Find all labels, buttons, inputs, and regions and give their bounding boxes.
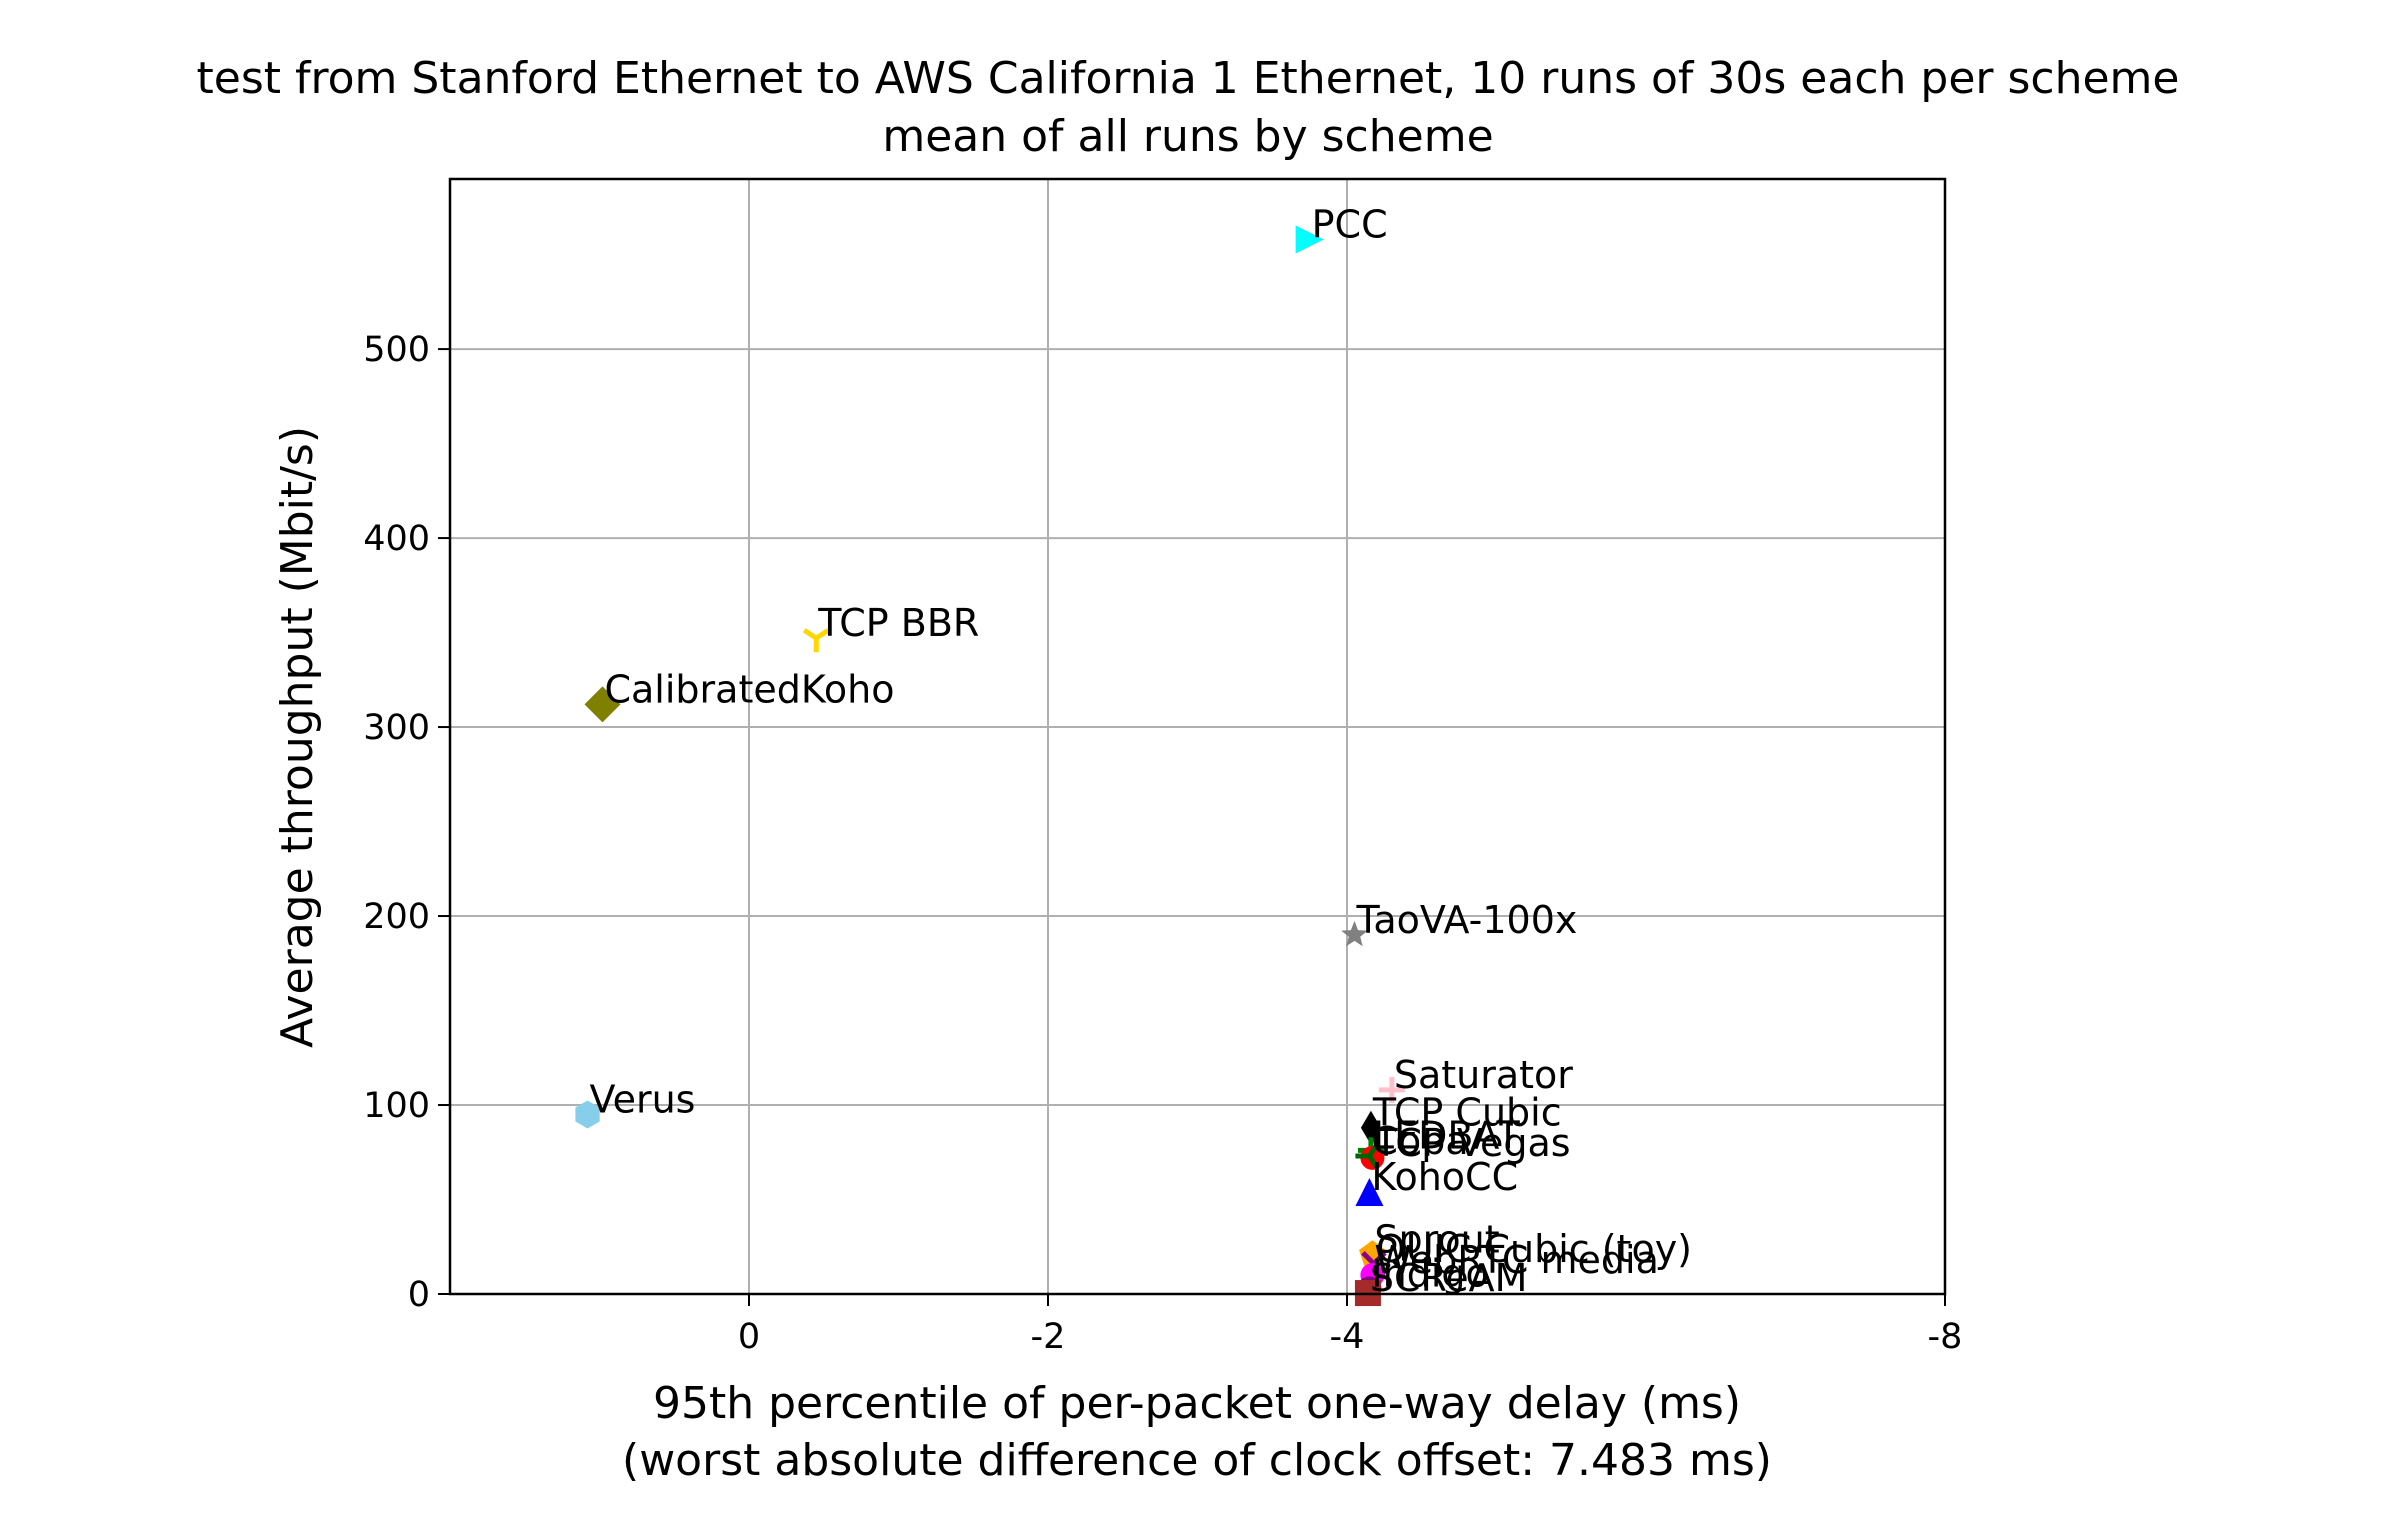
x-axis-label-sub: (worst absolute difference of clock offs…: [622, 1435, 1772, 1486]
chart-title: test from Stanford Ethernet to AWS Calif…: [197, 53, 2180, 104]
point-label: WebRTC media: [1374, 1238, 1658, 1282]
x-tick-label: -8: [1928, 1317, 1963, 1357]
marker-point: [584, 686, 621, 723]
y-axis-label: Average throughput (Mbit/s): [272, 426, 323, 1048]
point-label: TaoVA-100x: [1355, 898, 1577, 942]
point-label: TCP BBR: [817, 601, 979, 645]
marker-point: [575, 1100, 600, 1129]
marker-point: [1360, 1110, 1381, 1145]
point-label: TCP Vegas: [1373, 1121, 1570, 1165]
point-label: KohoCC: [1371, 1155, 1518, 1199]
marker-point: [1378, 1076, 1405, 1103]
y-tick-label: 200: [363, 897, 430, 937]
point-label: CalibratedKoho: [604, 667, 894, 711]
point-label: PCC: [1312, 202, 1388, 246]
point-label: Saturator: [1394, 1053, 1573, 1097]
chart-subtitle: mean of all runs by scheme: [882, 111, 1493, 162]
x-axis-label: 95th percentile of per-packet one-way de…: [653, 1378, 1741, 1429]
marker-layer: [575, 225, 1405, 1307]
y-tick-label: 500: [363, 330, 430, 370]
point-label: SCReAM: [1370, 1256, 1528, 1300]
plot-frame: [448, 177, 1947, 1296]
x-tick-label: -2: [1031, 1317, 1066, 1357]
y-tick-label: 100: [363, 1086, 430, 1126]
point-label: Sprout: [1374, 1217, 1499, 1261]
point-label: LEDBAT: [1373, 1113, 1521, 1157]
label-layer: PCC TCP BBR CalibratedKoho TaoVA-100x Verus S…: [590, 202, 1692, 1300]
marker-point: [1355, 1177, 1384, 1206]
grid-layer: [450, 179, 1946, 1295]
marker-point: [1341, 920, 1368, 947]
y-tick-label: 400: [363, 519, 430, 559]
x-tick-label: -4: [1330, 1317, 1365, 1357]
y-tick-label: 0: [408, 1275, 430, 1315]
point-label: QUIC Cubic (toy): [1376, 1227, 1692, 1271]
point-label: Verus: [590, 1077, 696, 1121]
marker-point: [1355, 1142, 1380, 1170]
marker-point: [1295, 225, 1324, 254]
x-tick-label: 0: [738, 1317, 760, 1357]
point-label: TCP Cubic: [1372, 1091, 1562, 1135]
marker-point: [802, 628, 830, 653]
point-label: Copa: [1371, 1119, 1468, 1163]
point-label: Indigo: [1371, 1251, 1488, 1295]
y-tick-label: 300: [363, 708, 430, 748]
tick-layer: 0 -2 -4 -8 0 100 200 300 400 500: [363, 330, 1962, 1357]
